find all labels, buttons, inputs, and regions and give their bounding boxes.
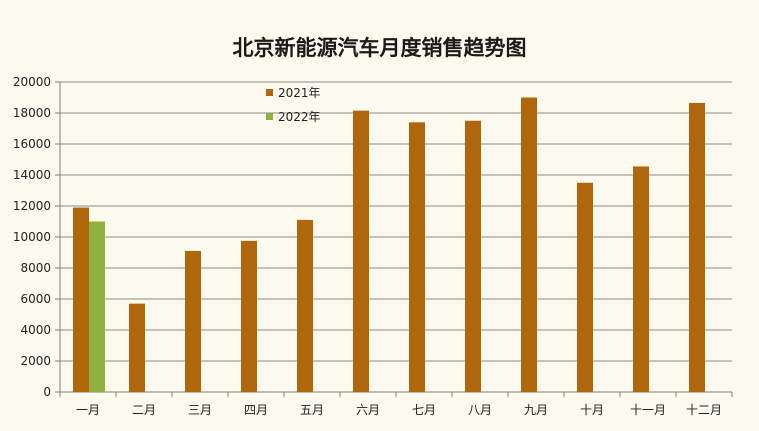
legend-item-2021: 2021年 — [266, 80, 321, 104]
x-tick-label: 九月 — [524, 403, 548, 417]
bar-2021-3 — [185, 250, 201, 392]
bar-2021-10 — [577, 182, 593, 392]
y-tick-label: 0 — [43, 385, 51, 399]
x-tick-label: 一月 — [76, 403, 100, 417]
bar-2021-4 — [241, 240, 257, 392]
y-tick-label: 12000 — [13, 199, 51, 213]
bar-2021-8 — [465, 120, 481, 392]
x-tick-label: 六月 — [356, 403, 380, 417]
y-tick-label: 6000 — [20, 292, 51, 306]
y-tick-label: 14000 — [13, 168, 51, 182]
y-tick-label: 20000 — [13, 75, 51, 89]
bar-2021-2 — [129, 303, 145, 392]
bar-2021-6 — [353, 110, 369, 393]
legend: 2021年 2022年 — [266, 80, 321, 128]
x-tick-label: 二月 — [132, 403, 156, 417]
x-tick-label: 十月 — [580, 403, 604, 417]
y-tick-label: 2000 — [20, 354, 51, 368]
y-tick-label: 16000 — [13, 137, 51, 151]
y-tick-label: 18000 — [13, 106, 51, 120]
bar-2021-5 — [297, 219, 313, 392]
legend-label-2022: 2022年 — [278, 109, 321, 124]
bar-2021-12 — [689, 102, 705, 393]
bar-2021-7 — [409, 122, 425, 393]
x-tick-label: 四月 — [244, 403, 268, 417]
legend-label-2021: 2021年 — [278, 85, 321, 100]
y-tick-label: 10000 — [13, 230, 51, 244]
x-tick-label: 三月 — [188, 403, 212, 417]
bar-2022-1 — [89, 221, 105, 392]
x-tick-label: 七月 — [412, 403, 436, 417]
y-tick-label: 8000 — [20, 261, 51, 275]
legend-swatch-2021 — [266, 88, 273, 96]
chart-title: 北京新能源汽车月度销售趋势图 — [232, 36, 527, 60]
x-tick-label: 五月 — [300, 403, 324, 417]
x-tick-label: 十二月 — [686, 403, 722, 417]
bar-2021-11 — [633, 166, 649, 392]
bar-2021-1 — [73, 207, 89, 392]
bar-2021-9 — [521, 97, 537, 392]
x-tick-label: 十一月 — [630, 403, 666, 417]
legend-item-2022: 2022年 — [266, 104, 321, 128]
legend-swatch-2022 — [266, 112, 273, 120]
y-tick-label: 4000 — [20, 323, 51, 337]
x-tick-label: 八月 — [468, 403, 492, 417]
